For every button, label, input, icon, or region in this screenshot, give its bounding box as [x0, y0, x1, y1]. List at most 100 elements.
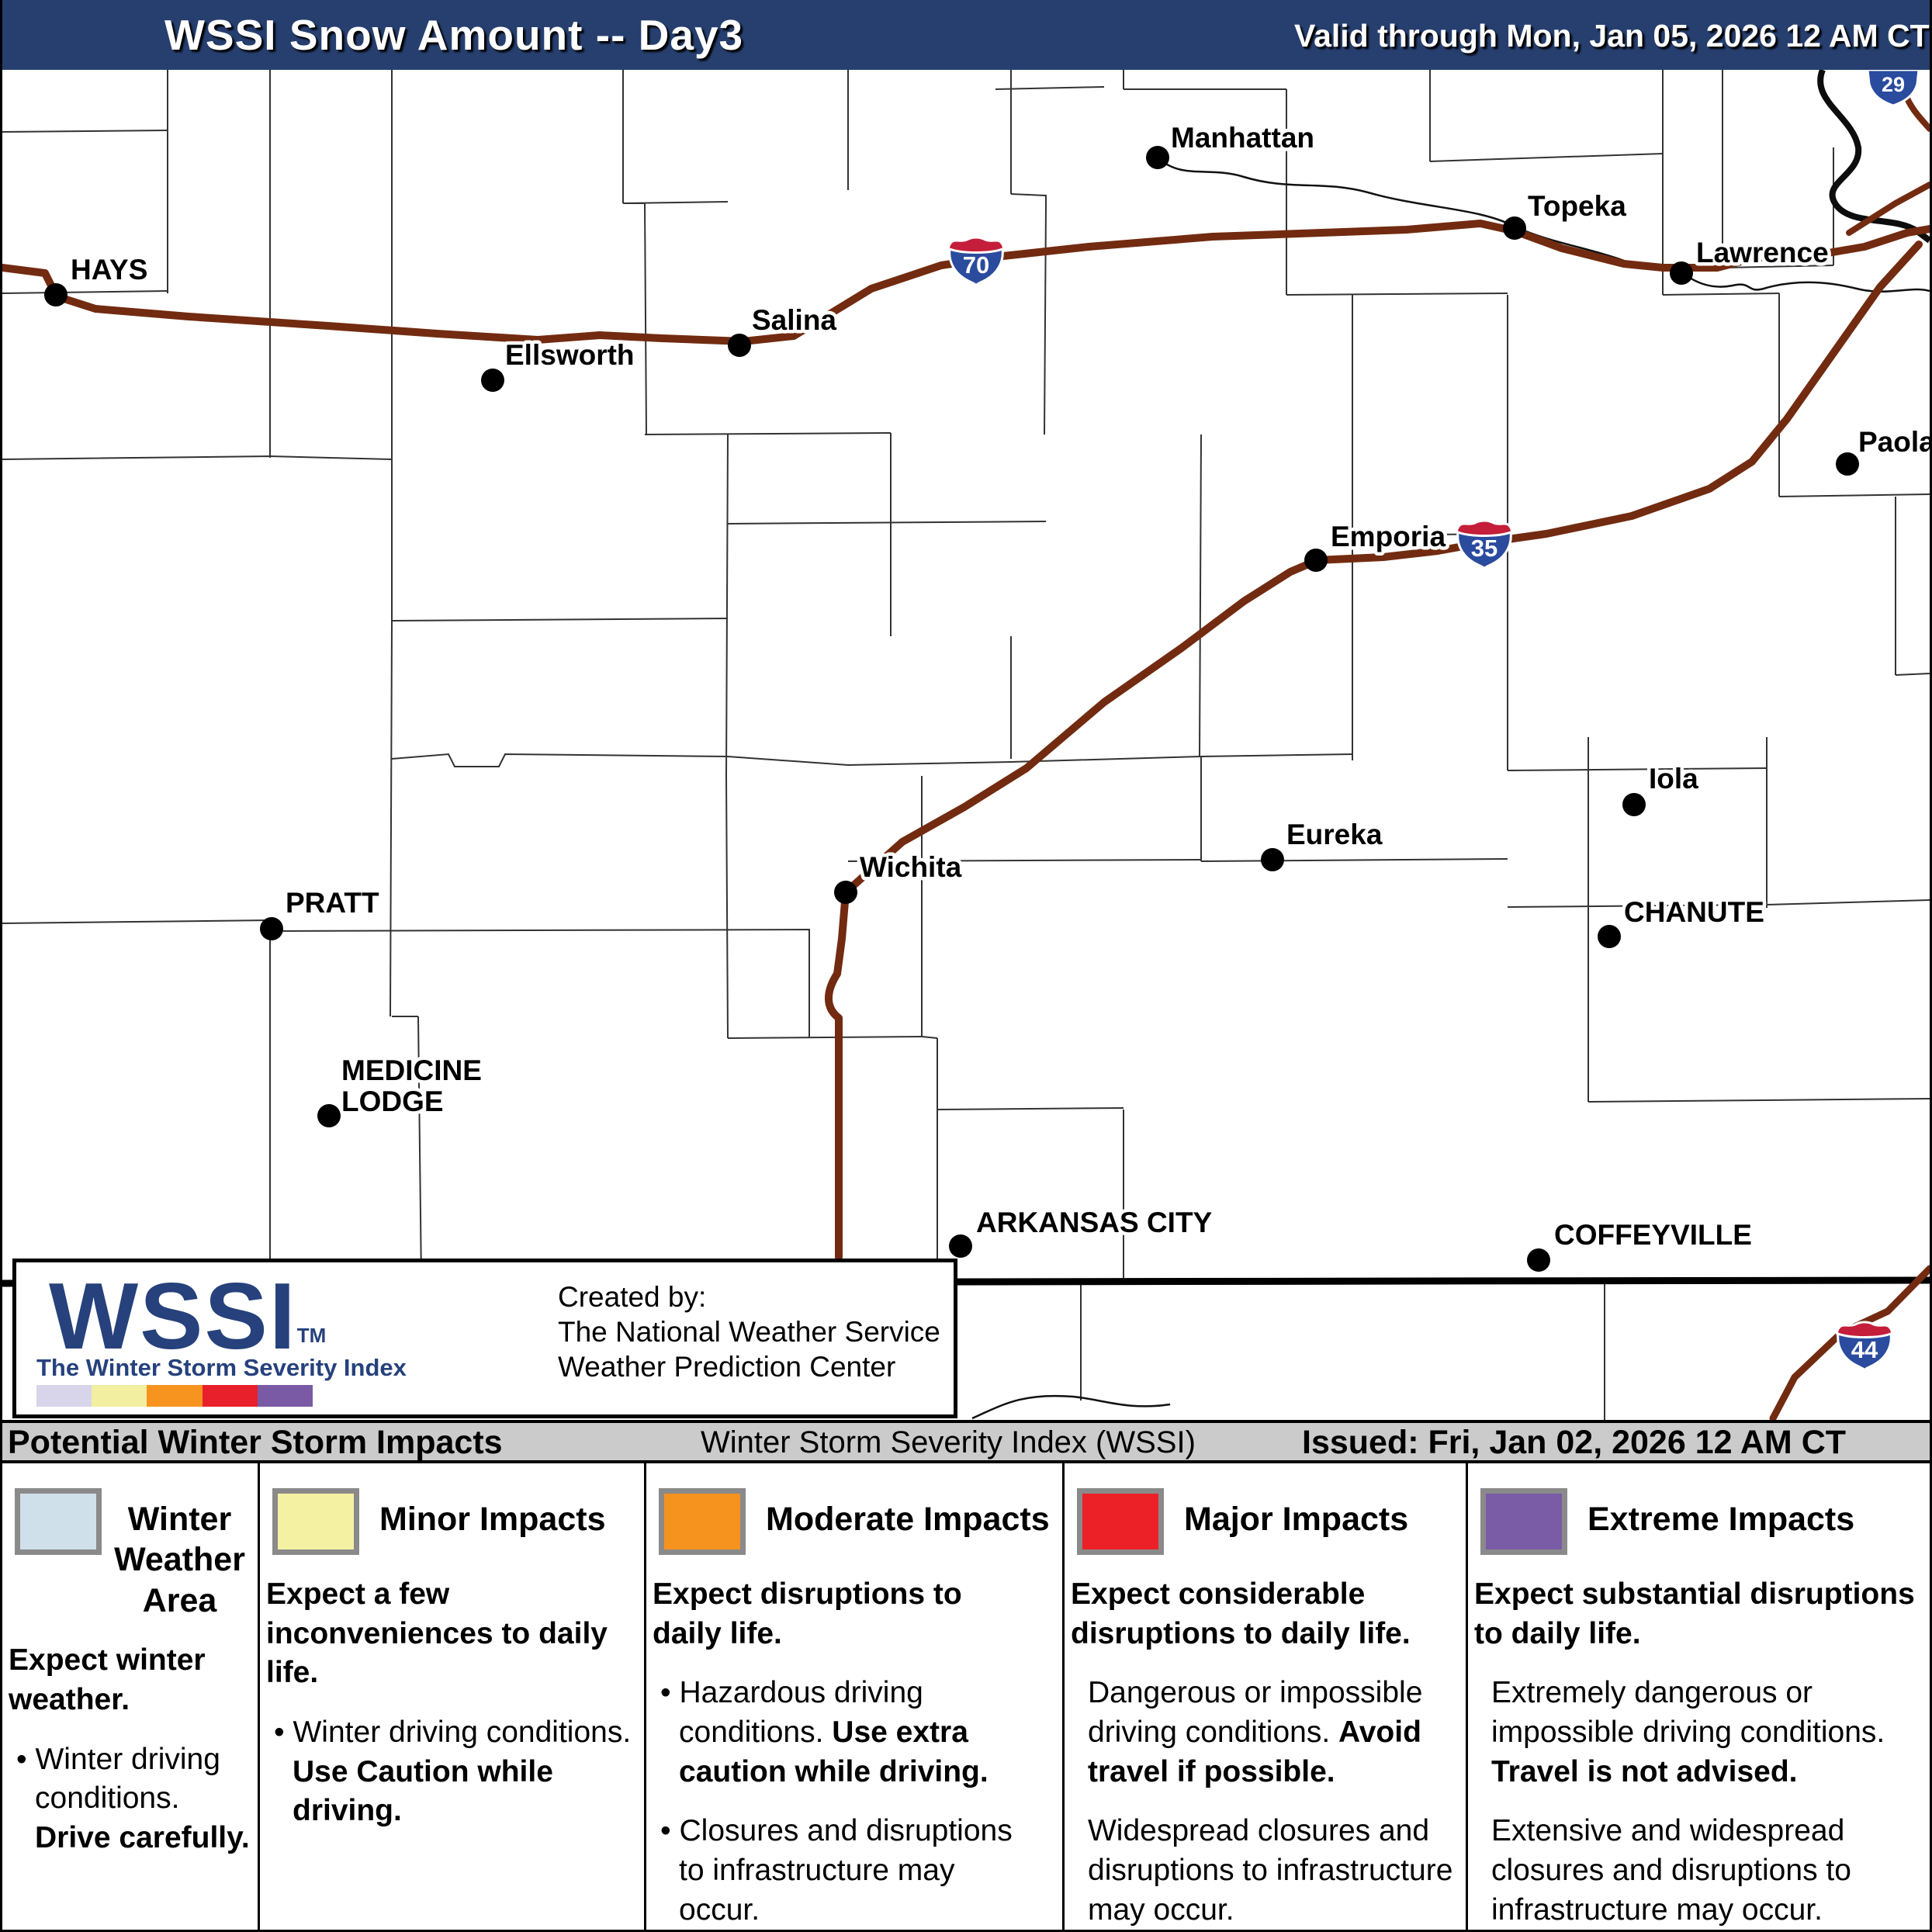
- city-dot-coffeyville[interactable]: [1527, 1248, 1550, 1272]
- extreme-impacts-swatch: [1480, 1488, 1567, 1555]
- svg-text:70: 70: [963, 251, 989, 279]
- city-label-topeka: Topeka: [1528, 190, 1626, 222]
- major-impacts-swatch: [1077, 1488, 1164, 1555]
- city-label-lawrence: Lawrence: [1696, 237, 1829, 268]
- legend-col-title: Major Impacts: [1184, 1501, 1409, 1538]
- city-label-paola: Paola: [1858, 426, 1930, 458]
- strip-color: [147, 1385, 203, 1407]
- city-dot-wichita[interactable]: [834, 881, 857, 904]
- city-dot-arkansas-city[interactable]: [949, 1234, 972, 1258]
- wssi-subtitle: The Winter Storm Severity Index: [36, 1354, 407, 1381]
- legend-col-title: Winter Weather Area: [114, 1501, 245, 1619]
- legend-item: Winter driving conditions. Drive careful…: [9, 1740, 250, 1858]
- legend-col-body: Expect winter weather. Winter driving con…: [2, 1621, 258, 1858]
- city-dot-chanute[interactable]: [1598, 925, 1621, 948]
- legend-lead: Expect a few inconveniences to daily lif…: [266, 1577, 608, 1690]
- city-label-manhattan: Manhattan: [1171, 122, 1314, 154]
- issued-timestamp: Issued: Fri, Jan 02, 2026 12 AM CT: [1302, 1424, 1847, 1461]
- city-dot-lawrence[interactable]: [1670, 261, 1693, 285]
- strip-color: [92, 1385, 147, 1407]
- legend-lead: Expect substantial disruptions to daily …: [1474, 1577, 1915, 1650]
- missouri-river: [1817, 68, 1930, 244]
- svg-text:35: 35: [1471, 535, 1497, 562]
- city-label-hays: HAYS: [71, 254, 147, 286]
- legend-col-body: Expect a few inconveniences to daily lif…: [260, 1555, 644, 1831]
- page-title: WSSI Snow Amount -- Day3: [164, 11, 744, 59]
- highway-shields: 70 35 44 29: [947, 68, 1920, 1373]
- city-dot-eureka[interactable]: [1261, 848, 1284, 871]
- city-markers: HAYS Ellsworth Salina Manhattan Topeka Lawren…: [44, 119, 1930, 1272]
- created-by-text: Created by: The National Weather Service…: [558, 1281, 940, 1383]
- legend-item: Closures and disruptions to infrastructu…: [653, 1812, 1017, 1930]
- svg-text:29: 29: [1882, 73, 1905, 96]
- city-dot-ellsworth[interactable]: [481, 369, 504, 392]
- city-dot-medicine-lodge[interactable]: [317, 1104, 341, 1127]
- city-label-pratt: PRATT: [286, 887, 379, 919]
- city-dot-topeka[interactable]: [1503, 216, 1526, 240]
- legend-item: Hazardous driving conditions. Use extra …: [653, 1674, 1017, 1792]
- city-label-medicine-lodge: MEDICINE LODGE: [341, 1054, 482, 1117]
- i35-south-road: [824, 888, 850, 1261]
- legend-item: Dangerous or impossible driving conditio…: [1088, 1676, 1423, 1788]
- moderate-impacts-swatch: [659, 1488, 746, 1555]
- city-label-arkansas-city: ARKANSAS CITY: [976, 1207, 1213, 1238]
- winter-weather-area-swatch: [15, 1488, 102, 1555]
- legend-col-winter-weather-area: Winter Weather Area Expect winter weathe…: [2, 1463, 258, 1930]
- interstate-70-shield: 70: [947, 236, 1005, 289]
- city-label-iola: Iola: [1649, 763, 1698, 795]
- legend-col-title: Minor Impacts: [379, 1501, 606, 1538]
- legend-item: Winter driving conditions. Use Caution w…: [266, 1713, 636, 1831]
- legend-lead: Expect considerable disruptions to daily…: [1071, 1577, 1411, 1650]
- ne-corner-road-2: [1846, 182, 1930, 236]
- kansas-turnpike-road: [842, 241, 1923, 896]
- wssi-index-label: Winter Storm Severity Index (WSSI): [701, 1425, 1196, 1459]
- i70-road: [2, 220, 1930, 345]
- wssi-logo: WSSITM: [49, 1263, 327, 1369]
- wssi-logo-box: WSSITM The Winter Storm Severity Index ★…: [12, 1259, 957, 1418]
- legend-col-moderate-impacts: Moderate Impacts Expect disruptions to d…: [644, 1463, 1062, 1930]
- legend-item: Extremely dangerous or impossible drivin…: [1491, 1676, 1885, 1788]
- impacts-bar-title: Potential Winter Storm Impacts: [8, 1424, 503, 1461]
- kansas-map: 70 35 44 29 HAYS Ellsworth Salina Manhattan Top…: [2, 67, 1930, 1462]
- city-label-emporia: Emporia: [1331, 521, 1446, 552]
- city-dot-salina[interactable]: [728, 334, 751, 357]
- legend-col-extreme-impacts: Extreme Impacts Expect substantial disru…: [1466, 1463, 1930, 1930]
- legend-col-minor-impacts: Minor Impacts Expect a few inconvenience…: [258, 1463, 644, 1930]
- title-bar: WSSI Snow Amount -- Day3 Valid through M…: [2, 0, 1930, 70]
- city-dot-iola[interactable]: [1622, 793, 1646, 816]
- trademark: TM: [296, 1324, 327, 1347]
- legend-col-body: Expect considerable disruptions to daily…: [1065, 1555, 1466, 1930]
- city-dot-manhattan[interactable]: [1146, 146, 1169, 169]
- city-label-wichita: Wichita: [860, 851, 962, 883]
- legend-item: Widespread closures and disruptions to i…: [1088, 1814, 1453, 1927]
- legend-col-major-impacts: Major Impacts Expect considerable disrup…: [1062, 1463, 1466, 1930]
- legend-col-body: Expect disruptions to daily life. Hazardo…: [646, 1555, 1025, 1930]
- impacts-legend: Winter Weather Area Expect winter weathe…: [2, 1463, 1930, 1930]
- strip-color: [36, 1385, 92, 1407]
- city-label-eureka: Eureka: [1286, 819, 1383, 850]
- city-dot-pratt[interactable]: [260, 917, 283, 940]
- city-label-ellsworth: Ellsworth: [505, 339, 635, 371]
- legend-item: Extensive and widespread closures and di…: [1491, 1814, 1851, 1927]
- map-area[interactable]: 70 35 44 29 HAYS Ellsworth Salina Manhattan Top…: [2, 67, 1930, 1462]
- interstate-44-shield: 44: [1836, 1321, 1893, 1373]
- severity-color-strip: [36, 1385, 313, 1407]
- city-dot-hays[interactable]: [44, 283, 68, 306]
- legend-col-title: Moderate Impacts: [766, 1501, 1050, 1538]
- city-label-chanute: CHANUTE: [1624, 896, 1764, 928]
- valid-through-label: Valid through Mon, Jan 05, 2026 12 AM CT: [1294, 18, 1930, 54]
- issued-bar: Potential Winter Storm Impacts Winter St…: [2, 1420, 1930, 1463]
- city-dot-emporia[interactable]: [1304, 549, 1328, 572]
- interstate-35-shield: 35: [1456, 519, 1513, 572]
- city-dot-paola[interactable]: [1836, 452, 1859, 476]
- county-boundaries: [2, 70, 1930, 1462]
- minor-impacts-swatch: [272, 1488, 359, 1555]
- legend-lead: Expect winter weather.: [9, 1643, 206, 1717]
- strip-color: [202, 1385, 258, 1407]
- city-label-salina: Salina: [752, 304, 836, 336]
- svg-text:44: 44: [1851, 1336, 1878, 1363]
- legend-lead: Expect disruptions to daily life.: [653, 1577, 962, 1650]
- strip-color: [257, 1385, 313, 1407]
- legend-col-title: Extreme Impacts: [1587, 1501, 1855, 1538]
